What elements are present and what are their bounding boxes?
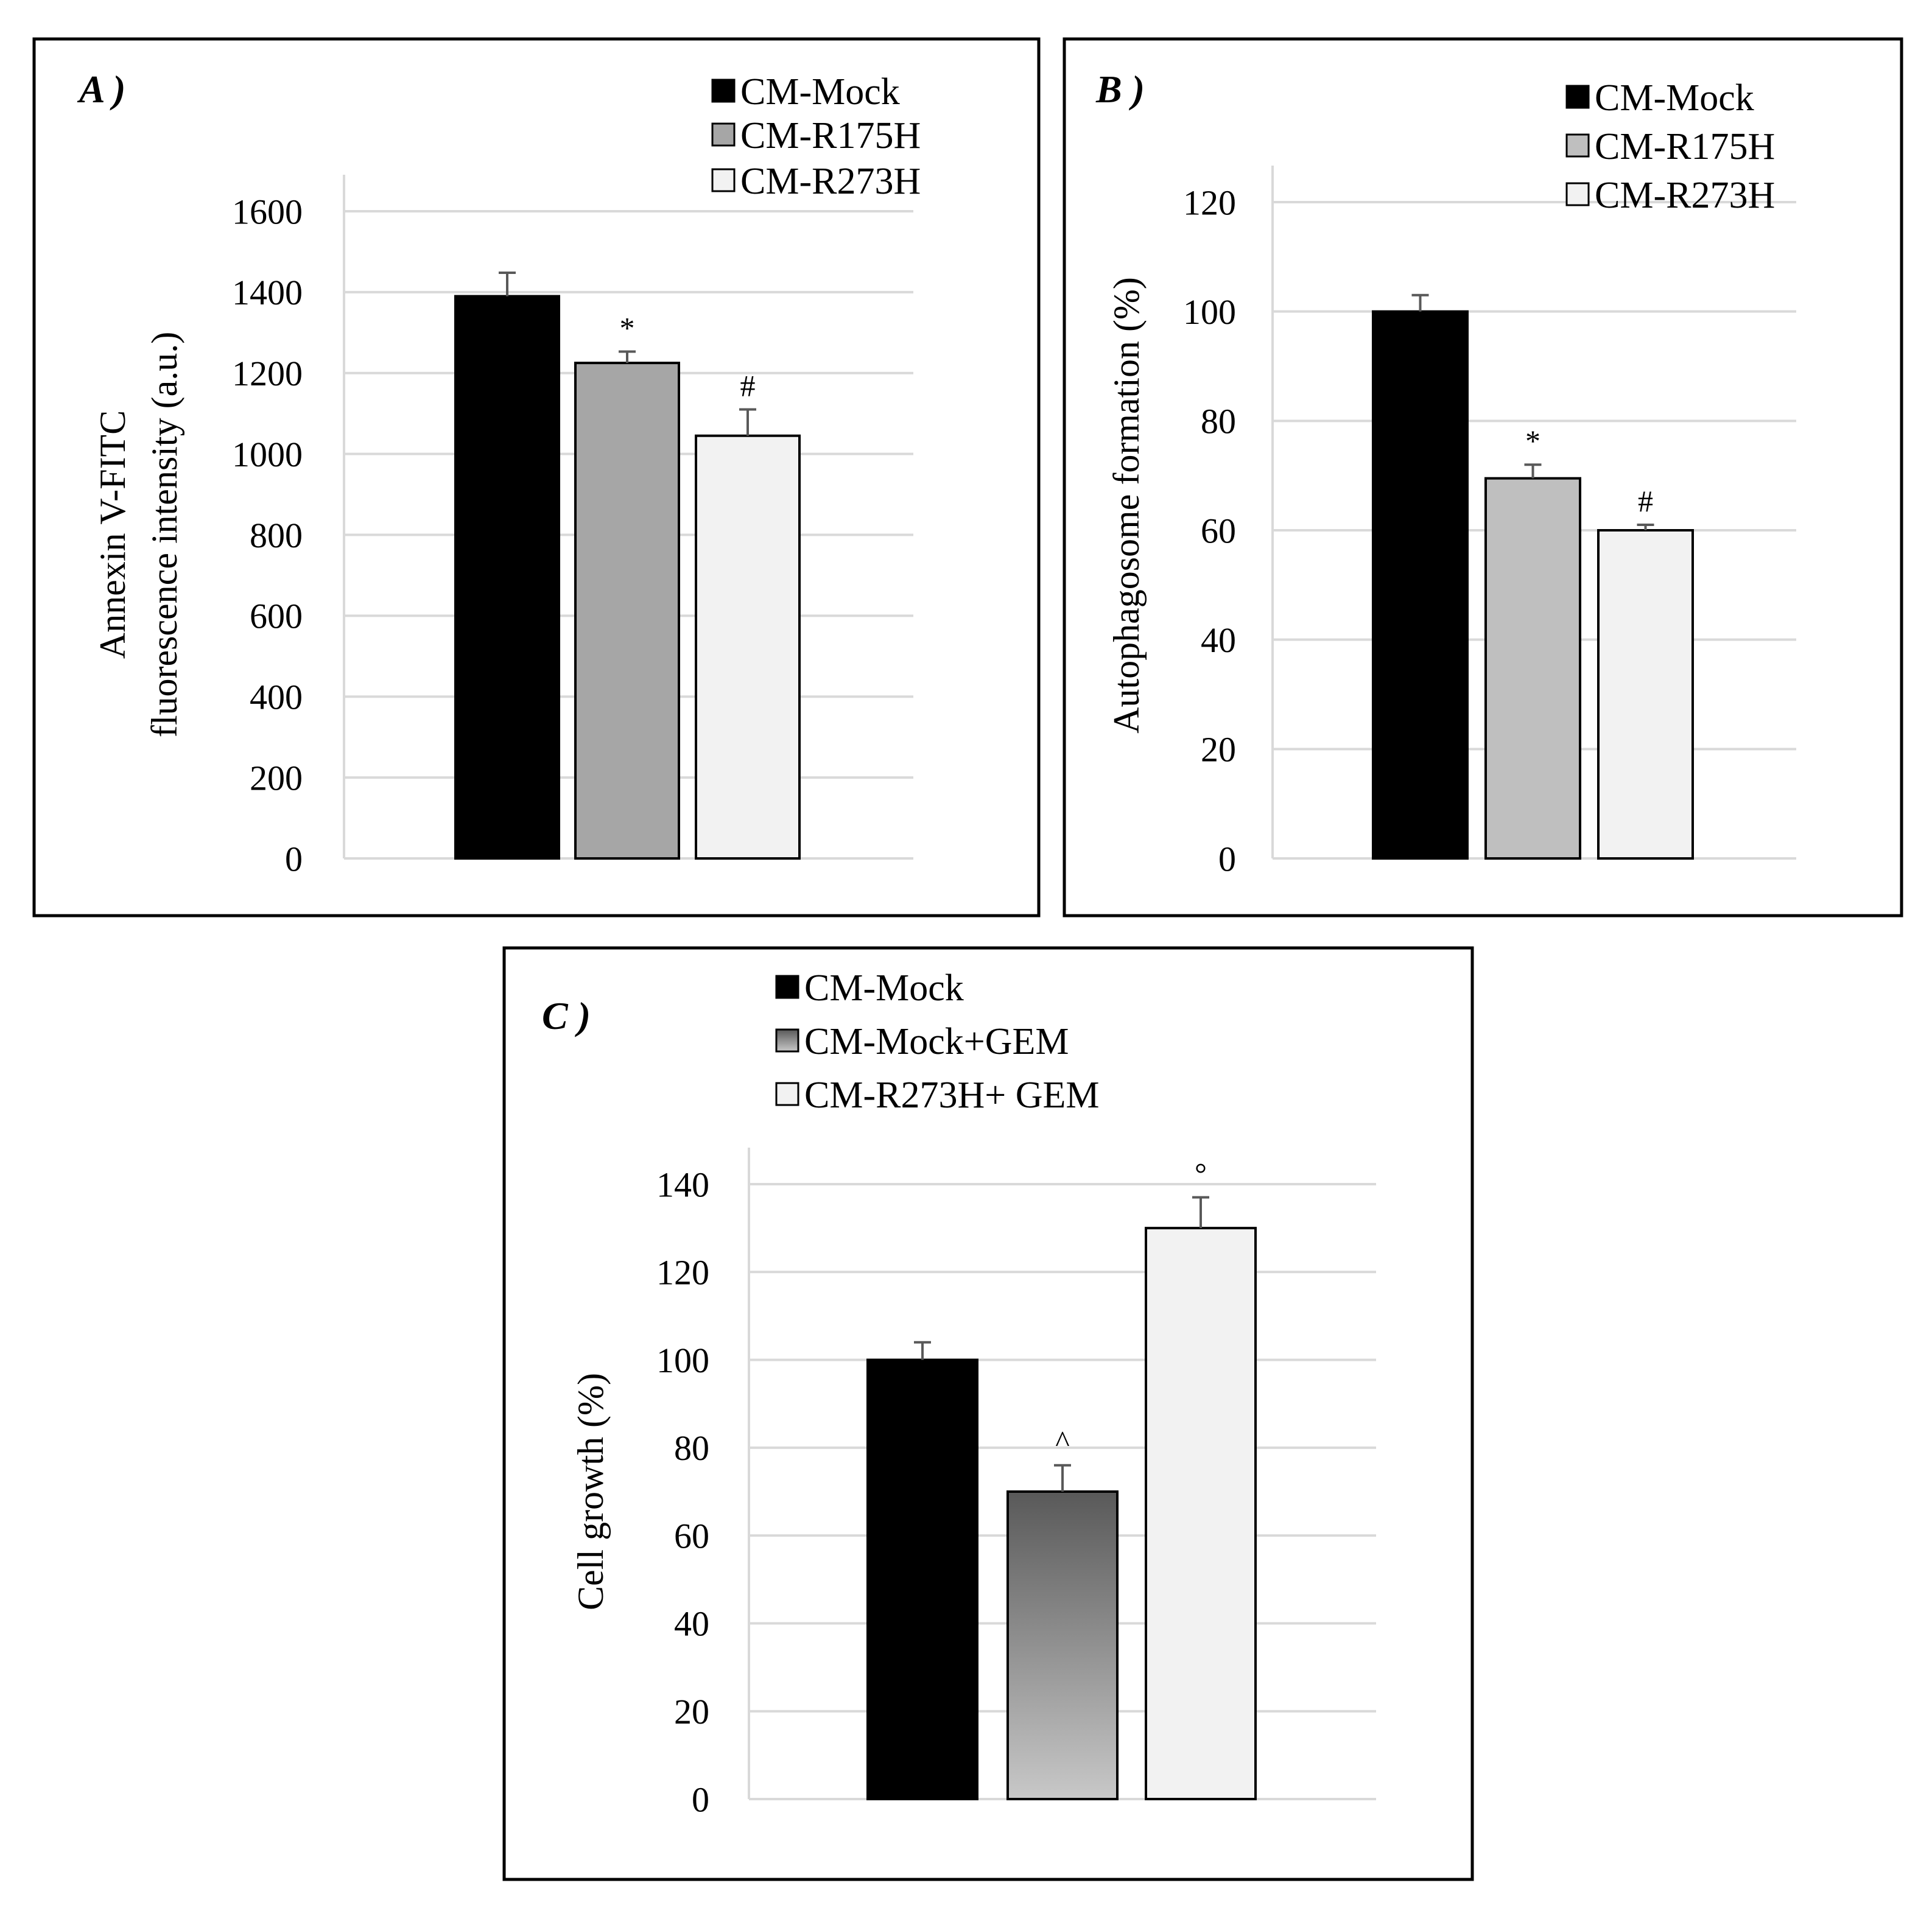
y-tick-label: 600	[250, 597, 303, 636]
y-tick-label: 400	[250, 678, 303, 717]
y-tick-label: 800	[250, 516, 303, 555]
y-tick-label: 40	[1201, 620, 1236, 660]
bar-3	[695, 434, 801, 860]
legend-label: CM-Mock	[804, 967, 964, 1009]
panel-label: B )	[1095, 68, 1145, 111]
significance-mark: ^	[1055, 1425, 1069, 1459]
bar-2	[1484, 477, 1581, 860]
y-tick-label: 100	[656, 1341, 709, 1380]
chart-panel-c: C ) 0 20 40 60 80 100 120 140 Cell growth (%) ^ ° CM…	[502, 946, 1474, 1881]
legend-swatch	[1565, 182, 1590, 206]
bar-3	[1145, 1227, 1257, 1800]
significance-mark: #	[740, 369, 756, 403]
panel-frame	[502, 946, 1474, 1881]
significance-mark: °	[1195, 1157, 1207, 1191]
legend-swatch	[1565, 133, 1590, 158]
bar-2	[574, 362, 680, 860]
y-tick-label: 0	[692, 1780, 709, 1819]
y-tick-label: 60	[1201, 511, 1236, 550]
bar-2	[1006, 1490, 1119, 1800]
legend-label: CM-Mock	[740, 71, 900, 113]
legend-swatch	[775, 1028, 799, 1053]
y-tick-label: 20	[1201, 730, 1236, 770]
y-tick-label: 100	[1183, 292, 1236, 332]
legend-label: CM-Mock+GEM	[804, 1021, 1069, 1062]
panel-frame	[1063, 37, 1903, 917]
legend-swatch	[711, 122, 736, 147]
legend-label: CM-R273H	[740, 161, 921, 202]
bar-1	[866, 1358, 978, 1801]
legend-label: CM-Mock	[1595, 77, 1754, 119]
y-tick-label: 80	[1201, 402, 1236, 441]
panel-label: C )	[542, 994, 591, 1037]
legend-label: CM-R273H+ GEM	[804, 1075, 1100, 1116]
y-tick-label: 20	[674, 1692, 709, 1731]
significance-mark: #	[1638, 484, 1653, 518]
y-tick-label: 140	[656, 1165, 709, 1204]
y-tick-label: 120	[656, 1253, 709, 1293]
y-tick-label: 1600	[232, 192, 303, 231]
y-tick-label: 80	[674, 1428, 709, 1468]
legend-swatch	[775, 975, 799, 999]
legend-swatch	[711, 168, 736, 192]
panel-frame	[32, 37, 1041, 917]
y-tick-label: 0	[1218, 839, 1236, 879]
significance-mark: *	[620, 311, 635, 345]
y-tick-label: 1200	[232, 354, 303, 393]
y-axis-label: Annexin V-FITC	[93, 410, 133, 659]
y-tick-label: 200	[250, 758, 303, 798]
y-tick-label: 120	[1183, 183, 1236, 222]
y-tick-label: 40	[674, 1604, 709, 1644]
y-axis-label: Cell growth (%)	[571, 1373, 611, 1610]
bar-1	[1372, 310, 1469, 860]
y-axis-label: Autophagosome formation (%)	[1106, 277, 1147, 734]
chart-panel-b: B ) 0 20 40 60 80 100 120 Autophagosome formatio…	[1063, 37, 1903, 917]
legend-label: CM-R175H	[1595, 126, 1775, 167]
legend-swatch	[775, 1082, 799, 1106]
y-axis-label: fluorescence intensity (a.u.)	[144, 332, 184, 737]
chart-panel-a: A ) 0 200 400 600 800 1000 1200 1400 1600 Annexin …	[32, 37, 1041, 917]
y-tick-label: 1000	[232, 435, 303, 474]
y-tick-label: 0	[285, 839, 303, 879]
legend-swatch	[711, 79, 736, 103]
bar-3	[1597, 529, 1694, 860]
bar-1	[454, 295, 560, 860]
panel-label: A )	[77, 68, 125, 111]
legend-label: CM-R273H	[1595, 175, 1775, 216]
legend-label: CM-R175H	[740, 115, 921, 156]
y-tick-label: 1400	[232, 273, 303, 312]
significance-mark: *	[1525, 424, 1540, 458]
legend-swatch	[1565, 85, 1590, 109]
y-tick-label: 60	[674, 1516, 709, 1556]
